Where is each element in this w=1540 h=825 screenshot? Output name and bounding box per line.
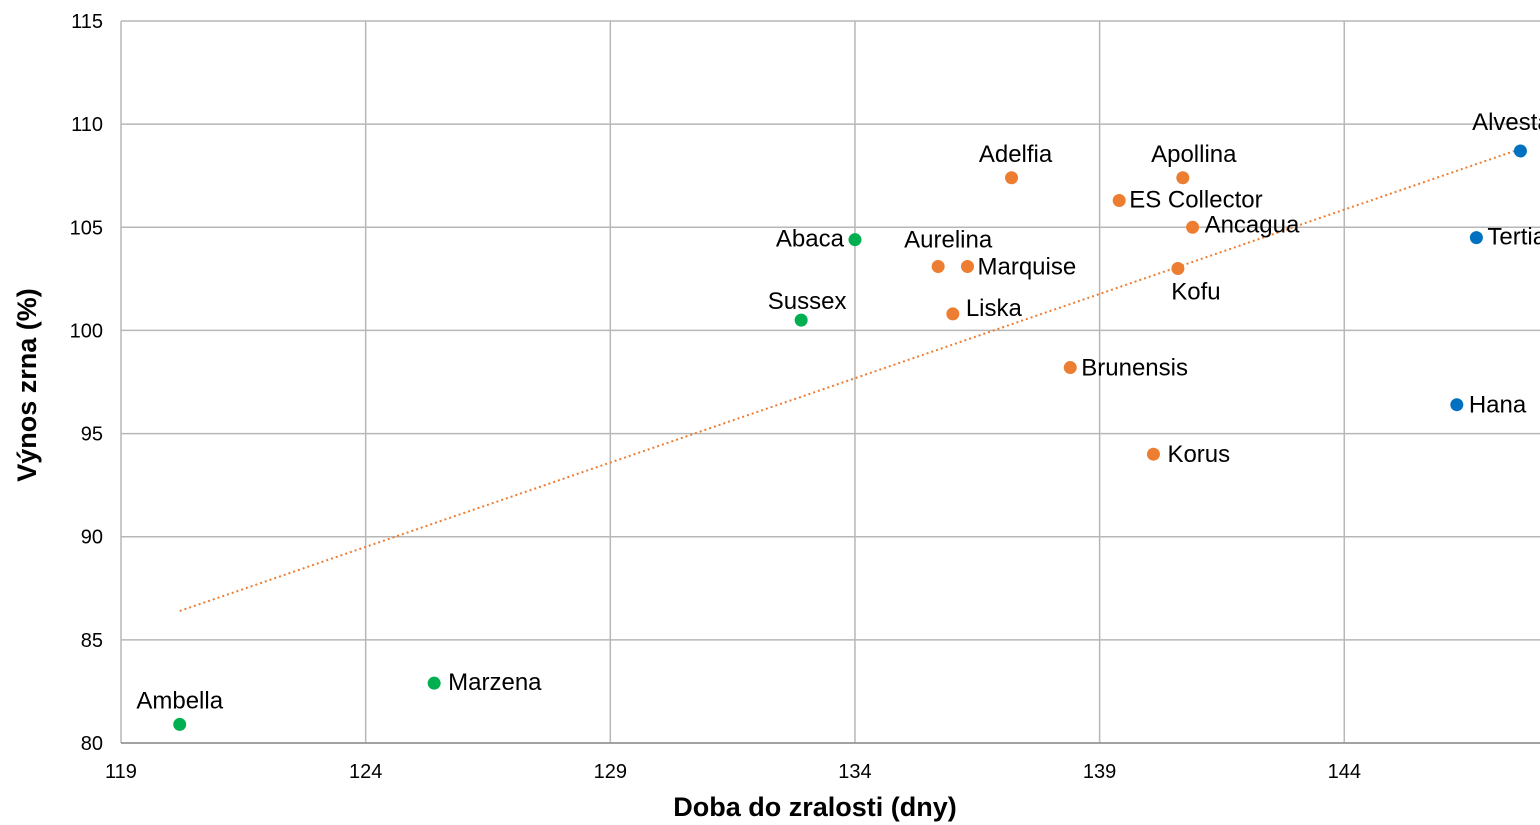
- x-tick-label: 144: [1328, 761, 1361, 783]
- point-label: Korus: [1167, 441, 1230, 468]
- point-label: Tertia: [1487, 224, 1540, 251]
- data-point: [1005, 171, 1019, 185]
- data-points: [173, 144, 1527, 731]
- data-point: [1112, 193, 1126, 207]
- data-point: [1469, 231, 1483, 245]
- y-tick-label: 115: [71, 11, 103, 33]
- data-point: [1171, 262, 1185, 276]
- data-point: [1146, 447, 1160, 461]
- point-label: Brunensis: [1081, 355, 1188, 382]
- data-point: [946, 307, 960, 321]
- trendline-group: [179, 147, 1521, 612]
- point-label: Abaca: [776, 226, 845, 253]
- x-tick-label: 139: [1083, 761, 1116, 783]
- point-labels: Ambella Marzena Sussex Abaca AurelinaMarquis…: [136, 109, 1540, 714]
- x-tick-label: 124: [349, 761, 382, 783]
- x-tick-label: 129: [594, 761, 627, 783]
- y-tick-label: 90: [81, 527, 103, 549]
- y-tick-label: 105: [70, 217, 103, 239]
- point-label: Liska: [966, 295, 1023, 322]
- data-point: [961, 259, 975, 273]
- point-label: Kofu: [1171, 279, 1220, 306]
- axis-ticks: 80 85 90 95 100 105 110 115 119 124 129 134 139 144: [70, 11, 1361, 783]
- y-tick-label: 80: [81, 733, 103, 755]
- point-label: Hana: [1469, 392, 1527, 419]
- point-label: Marquise: [978, 253, 1077, 280]
- data-point: [1186, 220, 1200, 234]
- point-label: Alvesta: [1472, 109, 1540, 136]
- point-label: Aurelina: [904, 226, 993, 253]
- y-axis-title: Výnos zrna (%): [12, 288, 42, 482]
- data-point: [931, 259, 945, 273]
- data-point: [173, 717, 187, 731]
- point-label: Ancagua: [1205, 211, 1300, 238]
- y-tick-label: 110: [71, 114, 103, 136]
- data-point: [1063, 361, 1077, 375]
- point-label: ES Collector: [1129, 186, 1262, 213]
- y-tick-label: 95: [81, 424, 103, 446]
- data-point: [1513, 144, 1527, 158]
- x-tick-label: 119: [105, 761, 137, 783]
- data-point: [1450, 398, 1464, 412]
- point-label: Sussex: [768, 288, 847, 315]
- x-axis-title: Doba do zralosti (dny): [673, 792, 957, 822]
- point-label: Apollina: [1151, 141, 1237, 168]
- data-point: [1176, 171, 1190, 185]
- y-tick-label: 85: [81, 630, 103, 652]
- point-label: Ambella: [136, 687, 223, 714]
- y-tick-label: 100: [70, 320, 103, 342]
- data-point: [427, 676, 441, 690]
- grid: [120, 20, 1540, 744]
- trendline: [179, 147, 1521, 612]
- data-point: [848, 233, 862, 247]
- x-tick-label: 134: [838, 761, 871, 783]
- point-label: Adelfia: [979, 141, 1053, 168]
- point-label: Marzena: [448, 669, 542, 696]
- data-point: [794, 313, 808, 327]
